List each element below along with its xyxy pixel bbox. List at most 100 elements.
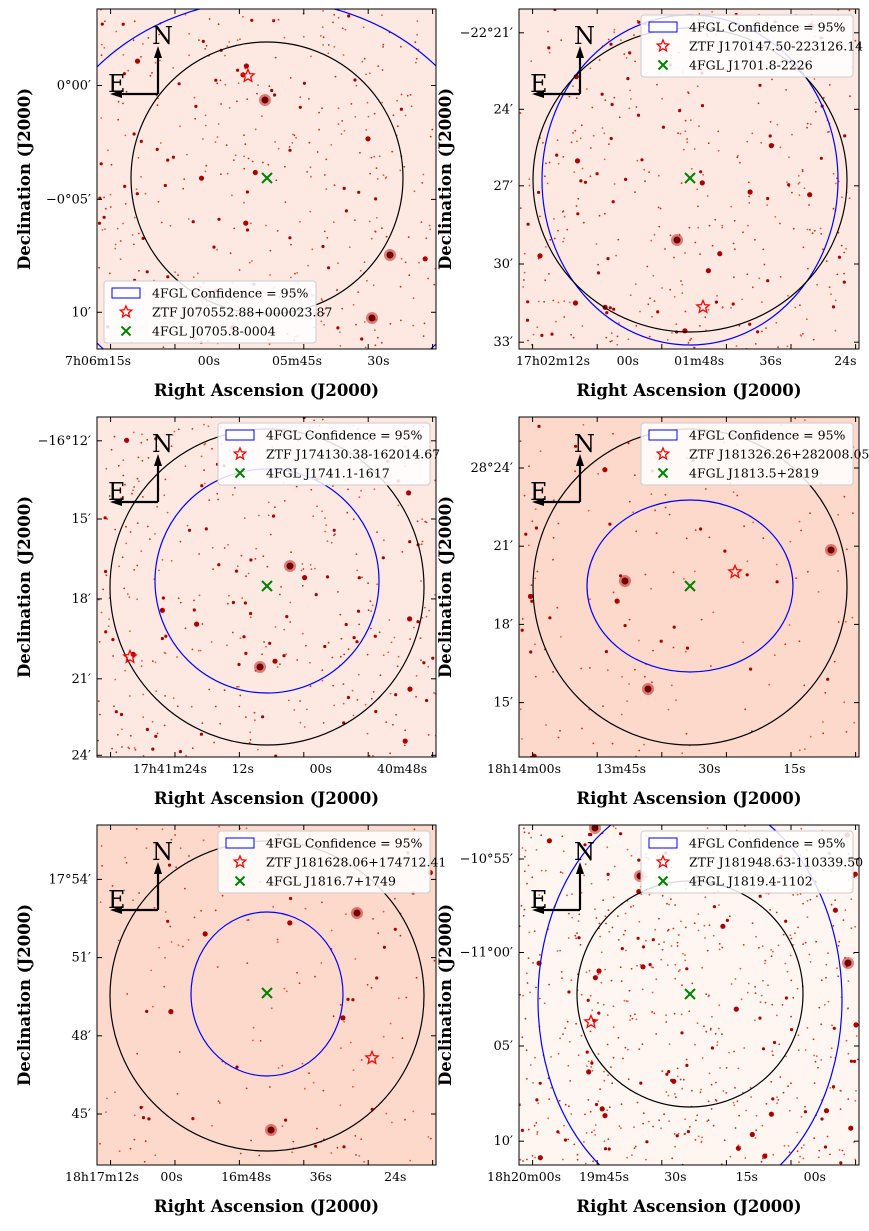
- dec-tick-label: −22°21′: [460, 26, 513, 41]
- ra-tick-label: 36s: [759, 353, 781, 368]
- legend-cross-swatch: [234, 467, 246, 479]
- legend-label: 4FGL J1701.8-2226: [689, 58, 813, 73]
- ra-tick-label: 00s: [160, 1169, 182, 1184]
- ra-tick-label: 17h41m24s: [133, 761, 207, 776]
- dec-tick-label: 28°24′: [470, 461, 513, 476]
- bright-star: [621, 577, 629, 585]
- fgl-cross-marker: [684, 580, 696, 592]
- legend-label: 4FGL J0705.8-0004: [152, 324, 276, 339]
- ra-axis-title: Right Ascension (J2000): [154, 381, 379, 400]
- ra-tick-label: 18h14m00s: [487, 761, 561, 776]
- legend-ellipse-swatch: [111, 287, 141, 299]
- legend: 4FGL Confidence = 95% ZTF J181948.63-1103…: [640, 830, 863, 894]
- ra-tick-label: 12s: [232, 761, 254, 776]
- compass: NE: [108, 22, 173, 98]
- legend-cross-swatch: [657, 875, 669, 887]
- compass-east-label: E: [530, 478, 548, 506]
- dec-axis-title: Declination (J2000): [436, 496, 455, 678]
- compass-north-label: N: [152, 22, 173, 50]
- ra-tick-label: 7h06m15s: [65, 353, 131, 368]
- ra-tick-label: 18h17m12s: [65, 1169, 139, 1184]
- legend-star-swatch: [655, 854, 671, 869]
- bright-star: [644, 685, 652, 693]
- legend-box: [103, 280, 317, 344]
- sky-panel-6: NE 4FGL Confidence = 95% ZTF J181948.63-11…: [436, 824, 863, 1216]
- dec-tick-label: −11°00′: [460, 946, 513, 961]
- legend-label: 4FGL Confidence = 95%: [689, 836, 846, 851]
- sky-panel-4: NE 4FGL Confidence = 95% ZTF J181326.26+28…: [436, 416, 869, 808]
- ra-tick-label: 30s: [367, 353, 389, 368]
- dec-tick-label: 15′: [72, 512, 92, 527]
- legend-ellipse-swatch: [225, 837, 255, 849]
- ra-tick-label: 13m45s: [596, 761, 646, 776]
- legend-box: [640, 422, 854, 486]
- bright-star: [267, 1126, 275, 1134]
- dec-tick-label: 24′: [494, 102, 514, 117]
- sky-panel-3: NE 4FGL Confidence = 95% ZTF J174130.38-16…: [15, 416, 440, 808]
- ra-tick-label: 36s: [310, 1169, 332, 1184]
- legend-label: ZTF J170147.50-223126.14: [689, 39, 863, 54]
- bright-star: [256, 663, 264, 671]
- compass-north-label: N: [152, 838, 173, 866]
- bright-star: [844, 959, 852, 967]
- dec-tick-label: 15′: [494, 696, 514, 711]
- ra-tick-label: 40m48s: [377, 761, 427, 776]
- ra-axis-title: Right Ascension (J2000): [154, 789, 379, 808]
- plot-frame: [96, 416, 437, 758]
- compass-east-label: E: [108, 70, 126, 98]
- ra-tick-label: 01m48s: [674, 353, 724, 368]
- legend: 4FGL Confidence = 95% ZTF J170147.50-2231…: [640, 14, 863, 78]
- legend-label: 4FGL J1741.1-1617: [266, 466, 390, 481]
- compass: NE: [108, 838, 173, 914]
- ra-tick-label: 30s: [698, 761, 720, 776]
- ztf-star-marker: [240, 67, 256, 83]
- sky-panel-2: NE 4FGL Confidence = 95% ZTF J170147.50-22…: [436, 8, 863, 400]
- fgl-cross-marker: [261, 172, 273, 184]
- plot-frame: [96, 8, 437, 350]
- ztf-star-marker: [122, 648, 138, 664]
- legend-ellipse-swatch: [648, 837, 678, 849]
- compass: NE: [530, 838, 595, 914]
- sky-panel-1: NE 4FGL Confidence = 95% ZTF J070552.88+00…: [15, 8, 437, 400]
- dec-tick-label: 18′: [72, 592, 92, 607]
- dec-tick-label: 21′: [494, 539, 514, 554]
- dec-tick-label: 27′: [494, 179, 514, 194]
- legend-ellipse-swatch: [648, 21, 678, 33]
- dec-axis-title: Declination (J2000): [15, 88, 34, 270]
- legend-label: 4FGL J1819.4-1102: [689, 874, 813, 889]
- sky-panel-5: NE 4FGL Confidence = 95% ZTF J181628.06+17…: [15, 824, 446, 1216]
- legend-label: 4FGL J1813.5+2819: [689, 466, 819, 481]
- legend-label: ZTF J181948.63-110339.50: [689, 855, 863, 870]
- compass-east-label: E: [108, 886, 126, 914]
- compass: NE: [108, 430, 173, 506]
- plot-frame: [518, 416, 860, 758]
- legend-cross-swatch: [657, 467, 669, 479]
- legend-label: ZTF J181326.26+282008.05: [689, 447, 869, 462]
- compass: NE: [530, 22, 595, 98]
- legend-ellipse-swatch: [648, 429, 678, 441]
- ztf-star-marker: [364, 1049, 380, 1065]
- ra-tick-label: 24s: [834, 353, 856, 368]
- legend-label: ZTF J070552.88+000023.87: [152, 305, 332, 320]
- ra-tick-label: 15s: [783, 761, 805, 776]
- legend-star-swatch: [655, 446, 671, 461]
- ra-tick-label: 19m45s: [579, 1169, 629, 1184]
- dec-tick-label: 51′: [72, 951, 92, 966]
- dec-axis-title: Declination (J2000): [15, 904, 34, 1086]
- ra-axis-title: Right Ascension (J2000): [576, 381, 801, 400]
- dec-axis-title: Declination (J2000): [15, 496, 34, 678]
- legend-star-swatch: [232, 446, 248, 461]
- confidence-ellipse: [190, 911, 344, 1077]
- legend-ellipse-swatch: [225, 429, 255, 441]
- dec-tick-label: 17°54′: [48, 872, 91, 887]
- compass-north-label: N: [574, 22, 595, 50]
- bright-star: [368, 314, 376, 322]
- dec-tick-label: 0°00′: [57, 79, 91, 94]
- fgl-cross-marker: [261, 580, 273, 592]
- dec-tick-label: 21′: [72, 672, 92, 687]
- compass-north-label: N: [152, 430, 173, 458]
- ra-axis-title: Right Ascension (J2000): [576, 789, 801, 808]
- ra-axis-title: Right Ascension (J2000): [154, 1197, 379, 1216]
- dec-tick-label: 48′: [72, 1029, 92, 1044]
